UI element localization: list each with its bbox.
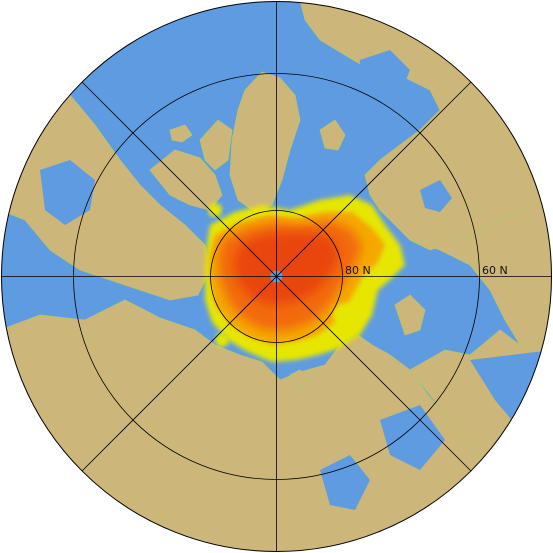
sea-ice — [205, 195, 405, 362]
land-ellesmere — [199, 119, 233, 171]
ice-yellow-patch-left — [215, 333, 229, 347]
water-white-sea — [420, 180, 452, 212]
land-island-bottom — [289, 369, 311, 389]
water-hudson-bay — [40, 160, 95, 225]
land-greenland — [229, 71, 301, 213]
water-lower-right-sea — [380, 405, 445, 470]
ice-max — [234, 232, 340, 305]
land-island-right — [394, 294, 426, 336]
meridian-diag-2 — [80, 80, 473, 473]
water-baltic — [358, 50, 410, 100]
land-canadian-islands — [149, 149, 223, 211]
land-russia-coast — [409, 199, 552, 346]
land-svalbard — [319, 119, 346, 151]
land-iceland — [169, 124, 193, 143]
water-lower-bay — [320, 455, 370, 510]
label-60n: 60 N — [482, 264, 508, 277]
ice-yellow-patch-top — [208, 203, 222, 217]
label-80n: 80 N — [345, 264, 371, 277]
ice-yellow-patch-right — [333, 303, 357, 327]
